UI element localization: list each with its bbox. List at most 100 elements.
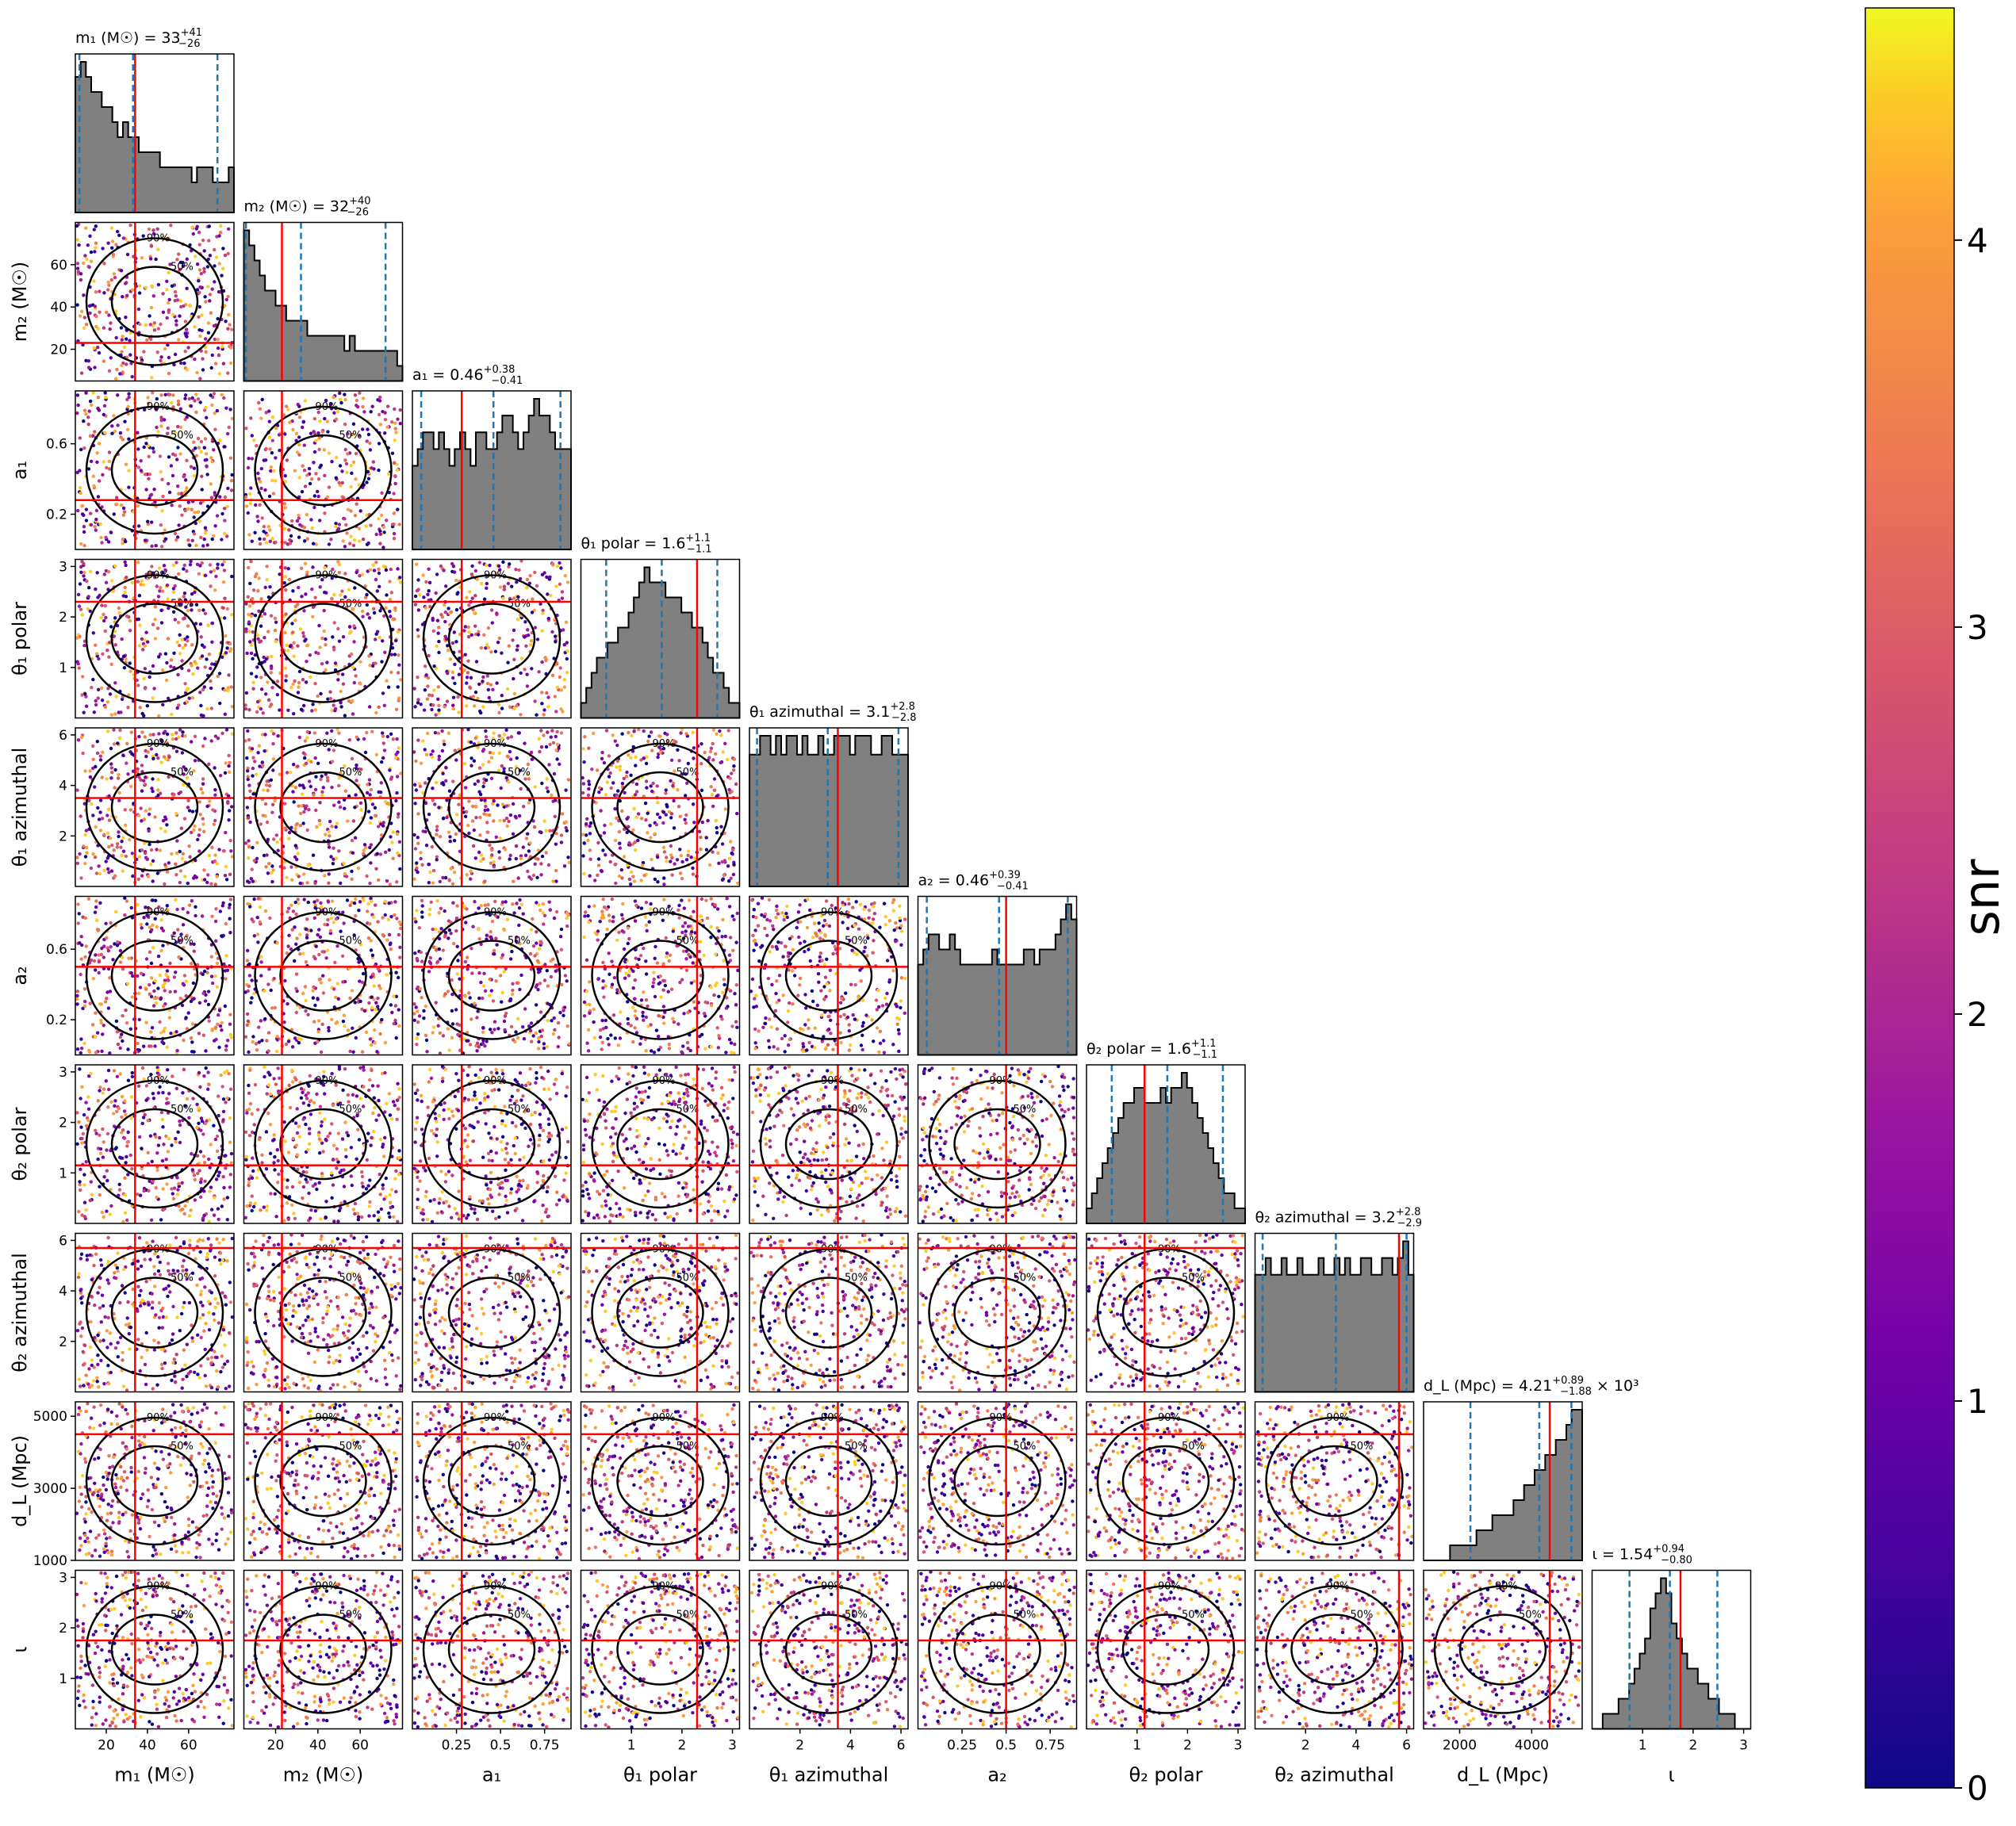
sample-point <box>656 801 660 805</box>
sample-point <box>326 917 330 922</box>
sample-point <box>486 645 491 649</box>
sample-point <box>144 775 148 779</box>
sample-point <box>395 917 399 921</box>
sample-point <box>171 405 175 409</box>
sample-point <box>100 775 104 779</box>
sample-point <box>540 781 544 786</box>
panel-m1: m₁ (M☉) = 33+41 −26 <box>75 27 235 213</box>
sample-point <box>316 898 320 902</box>
sample-point <box>89 259 94 263</box>
sample-point <box>654 822 659 827</box>
sample-point <box>313 756 317 760</box>
sample-point <box>114 243 118 247</box>
sample-point <box>422 708 427 712</box>
sample-point <box>120 1032 124 1036</box>
contour-50 <box>279 434 367 507</box>
sample-point <box>75 788 79 792</box>
sample-point <box>220 1020 224 1025</box>
sample-point <box>565 641 569 645</box>
sample-point <box>97 959 102 964</box>
sample-point <box>371 915 376 919</box>
sample-point <box>131 874 135 879</box>
sample-point <box>185 335 189 339</box>
sample-point <box>646 739 650 744</box>
sample-point <box>565 671 569 675</box>
sample-point <box>229 488 234 492</box>
sample-point <box>210 353 214 358</box>
sample-point <box>102 572 106 576</box>
sample-point <box>179 492 184 496</box>
sample-point <box>186 881 190 886</box>
sample-point <box>470 756 473 760</box>
sample-point <box>148 571 151 576</box>
sample-point <box>310 588 314 591</box>
sample-point <box>284 674 289 678</box>
sample-point <box>218 701 222 706</box>
sample-point <box>97 864 101 868</box>
sample-point <box>184 768 188 771</box>
sample-point <box>175 640 179 645</box>
sample-point <box>488 563 492 568</box>
sample-point <box>337 523 342 526</box>
sample-point <box>113 564 117 568</box>
sample-point <box>531 1034 535 1038</box>
sample-point <box>213 882 217 886</box>
contour-label-50: 50% <box>508 599 531 611</box>
sample-point <box>165 823 169 827</box>
sample-point <box>156 778 160 782</box>
sample-point <box>194 603 199 607</box>
sample-point <box>92 959 97 963</box>
sample-point <box>489 756 494 760</box>
sample-point <box>88 311 92 316</box>
sample-point <box>296 691 301 695</box>
contour-50 <box>110 434 199 507</box>
sample-point <box>121 955 125 959</box>
sample-point <box>669 859 673 863</box>
ytick-label: 40 <box>50 300 67 316</box>
sample-point <box>152 996 156 1001</box>
sample-point <box>470 564 474 568</box>
sample-point <box>440 748 445 753</box>
sample-point <box>121 295 125 299</box>
sample-point <box>314 808 318 813</box>
sample-point <box>82 530 86 534</box>
sample-point <box>501 560 505 565</box>
sample-point <box>538 749 542 754</box>
sample-point <box>486 830 490 834</box>
sample-point <box>213 818 217 823</box>
sample-point <box>392 531 397 536</box>
sample-point <box>326 697 330 701</box>
sample-point <box>493 1020 497 1024</box>
sample-point <box>248 492 252 496</box>
sample-point <box>121 513 125 517</box>
sample-point <box>263 585 267 589</box>
sample-point <box>246 902 250 906</box>
sample-point <box>490 848 494 852</box>
sample-point <box>146 396 150 400</box>
sample-point <box>80 504 84 508</box>
sample-point <box>136 991 141 996</box>
sample-point <box>146 519 150 523</box>
sample-point <box>437 710 441 715</box>
sample-point <box>214 362 218 366</box>
sample-point <box>366 902 370 906</box>
sample-point <box>350 989 355 993</box>
sample-point <box>481 679 485 683</box>
sample-point <box>268 585 272 589</box>
sample-point <box>117 830 121 834</box>
sample-point <box>151 228 155 232</box>
sample-point <box>150 376 154 380</box>
sample-point <box>477 561 481 565</box>
sample-point <box>161 292 165 296</box>
sample-point <box>257 1025 261 1029</box>
sample-point <box>259 974 263 978</box>
title-th1p: θ₁ polar = 1.6+1.1 −1.1 <box>581 533 712 556</box>
sample-point <box>367 654 371 658</box>
sample-point <box>485 581 489 586</box>
contour-90 <box>85 742 224 872</box>
sample-point <box>473 856 477 860</box>
sample-point <box>378 395 382 400</box>
sample-point <box>473 690 478 695</box>
sample-point <box>187 809 192 813</box>
sample-point <box>588 874 592 878</box>
